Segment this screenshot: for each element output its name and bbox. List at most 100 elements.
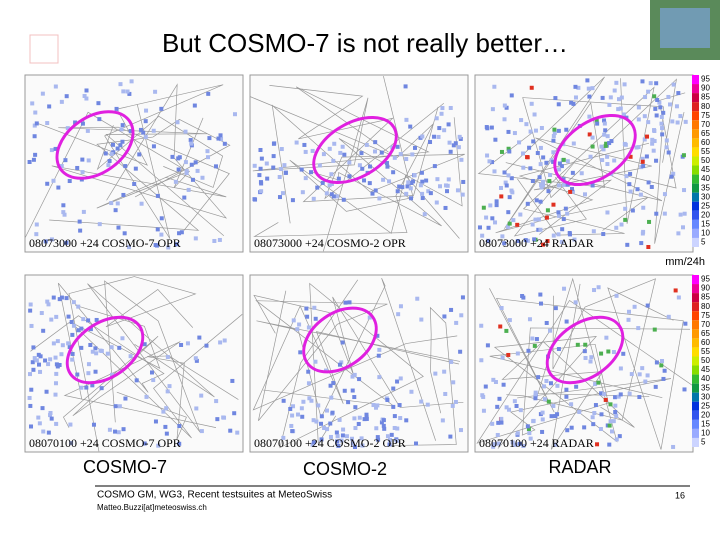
rain-cell [207, 136, 212, 141]
rain-cell [657, 100, 662, 105]
rain-cell [51, 178, 56, 183]
rain-cell [621, 112, 626, 117]
rain-cell [553, 442, 558, 447]
rain-cell [451, 380, 456, 385]
rain-cell [375, 435, 380, 440]
rain-cell [533, 217, 538, 222]
rain-cell [71, 300, 76, 305]
rain-cell [442, 128, 447, 133]
rain-cell [317, 163, 322, 168]
rain-cell [338, 150, 343, 155]
rain-cell [27, 159, 32, 164]
rain-cell [629, 372, 634, 377]
colorbar-cell [692, 156, 699, 166]
border-line [289, 75, 460, 239]
colorbar-tick: 5 [701, 238, 706, 247]
rain-cell [301, 399, 306, 404]
rain-cell [509, 93, 514, 98]
map-panel [24, 74, 244, 253]
rain-cell [498, 185, 503, 190]
rain-cell [59, 352, 64, 357]
rain-cell [353, 426, 358, 431]
rain-cell [409, 389, 414, 394]
rain-cell [440, 418, 445, 423]
rain-cell [232, 112, 237, 117]
colorbar-cell [692, 329, 699, 339]
rain-cell [373, 188, 378, 193]
rain-cell [68, 422, 73, 427]
rain-cell [428, 140, 433, 145]
rain-cell [544, 215, 549, 220]
rain-cell [517, 441, 522, 446]
rain-cell [258, 147, 263, 152]
border-line [506, 278, 656, 421]
colorbar-tick: 55 [701, 347, 710, 356]
rain-cell [439, 111, 444, 116]
rain-cell [654, 113, 659, 118]
rain-cell [215, 417, 220, 422]
rain-cell [420, 191, 425, 196]
rain-cell [32, 123, 37, 128]
rain-cell [455, 188, 460, 193]
rain-cell [217, 237, 222, 242]
rain-cell [60, 343, 65, 348]
rain-cell [379, 150, 384, 155]
rain-cell [96, 101, 101, 106]
rain-cell [70, 351, 75, 356]
rain-cell [360, 166, 365, 171]
panel-label: 08070100 +24 RADAR [479, 436, 594, 450]
rain-cell [515, 431, 520, 436]
rain-cell [76, 304, 81, 309]
rain-cell [219, 137, 224, 142]
rain-cell [493, 220, 498, 225]
rain-cell [529, 85, 534, 90]
border-line [58, 126, 230, 237]
rain-cell [538, 292, 543, 297]
rain-cell [492, 84, 497, 89]
rain-cell [479, 358, 484, 363]
rain-cell [319, 437, 324, 442]
rain-cell [567, 232, 572, 237]
rain-cell [277, 195, 282, 200]
rain-cell [614, 293, 619, 298]
rain-cell [331, 158, 336, 163]
rain-cell [613, 395, 618, 400]
rain-cell [540, 429, 545, 434]
rain-cell [533, 390, 538, 395]
rain-cell [319, 421, 324, 426]
rain-cell [591, 422, 596, 427]
rain-cell [507, 318, 512, 323]
rain-cell [499, 194, 504, 199]
rain-cell [490, 421, 495, 426]
rain-cell [306, 325, 311, 330]
rain-cell [526, 427, 531, 432]
rain-cell [59, 164, 64, 169]
rain-cell [291, 404, 296, 409]
rain-cell [434, 200, 439, 205]
rain-cell [381, 423, 386, 428]
rain-cell [120, 336, 125, 341]
rain-cell [484, 125, 489, 130]
rain-cell [364, 142, 369, 147]
colorbar-tick: 60 [701, 338, 710, 347]
rain-cell [671, 171, 676, 176]
rain-cell [314, 419, 319, 424]
rain-cell [304, 306, 309, 311]
rain-cell [583, 355, 588, 360]
rain-cell [458, 349, 463, 354]
rain-cell [572, 237, 577, 242]
rain-cell [78, 228, 83, 233]
rain-cell [603, 397, 608, 402]
rain-cell [179, 230, 184, 235]
rain-cell [193, 236, 198, 241]
rain-cell [370, 191, 375, 196]
rain-cell [442, 369, 447, 374]
rain-cell [340, 340, 345, 345]
colorbar-cell [692, 275, 699, 285]
rain-cell [492, 169, 497, 174]
rain-cell [636, 117, 641, 122]
rain-cell [54, 314, 59, 319]
rain-cell [352, 445, 357, 450]
rain-cell [628, 189, 633, 194]
rain-cell [258, 166, 263, 171]
